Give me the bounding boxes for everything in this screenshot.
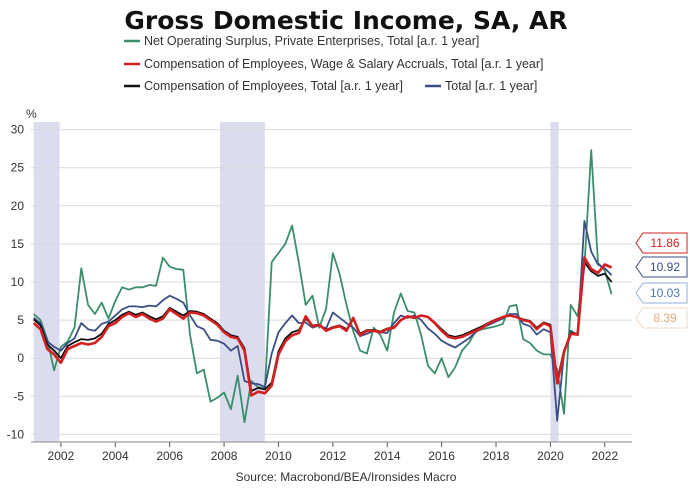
y-axis-ticks: -10 -5 0 5 10 15 20 25 30	[7, 123, 25, 442]
x-tick-label: 2016	[428, 449, 455, 463]
end-tag-box-compensation-of-employees-wage-salary-accruals-total-a-r-1-year	[635, 232, 688, 254]
end-value-tags: 11.86 10.92 10.03 8.39	[635, 232, 688, 329]
x-tick-label: 2012	[320, 449, 347, 463]
series-lines	[32, 149, 613, 424]
end-tag-value-net-operating-surplus-private-enterprises-total-a-r-1-year: 8.39	[653, 311, 677, 325]
end-tag-box-total-a-r-1-year	[635, 256, 688, 278]
x-tick-label: 2014	[374, 449, 401, 463]
y-tick-label: 25	[11, 161, 25, 175]
x-axis-ticks: 2002 2004 2006 2008 2010 2012 2014 2016 2018 2020…	[31, 441, 632, 463]
chart-title: Gross Domestic Income, SA, AR	[124, 6, 567, 35]
legend-label-compensation-of-employees-total-a-r-1-year: Compensation of Employees, Total [a.r. 1…	[144, 79, 403, 93]
x-tick-label: 2004	[102, 449, 129, 463]
gridlines	[31, 129, 632, 435]
legend-label-total-a-r-1-year: Total [a.r. 1 year]	[445, 79, 537, 93]
end-tag-box-compensation-of-employees-total-a-r-1-year	[635, 282, 688, 304]
legend-label-compensation-of-employees-wage-salary-accruals-total-a-r-1-year: Compensation of Employees, Wage & Salary…	[144, 57, 544, 71]
y-tick-label: -5	[13, 389, 24, 403]
x-tick-label: 2022	[591, 449, 618, 463]
y-tick-label: -10	[7, 427, 25, 441]
y-tick-label: 30	[11, 123, 25, 137]
series-line-compensation-of-employees-wage-salary-accruals-total-a-r-1-year	[32, 256, 613, 397]
end-tag-value-compensation-of-employees-total-a-r-1-year: 10.03	[650, 286, 680, 300]
x-tick-label: 2008	[211, 449, 238, 463]
end-tag-box-net-operating-surplus-private-enterprises-total-a-r-1-year	[635, 307, 688, 329]
y-tick-label: 5	[17, 313, 24, 327]
y-tick-label: 20	[11, 199, 25, 213]
x-tick-label: 2010	[265, 449, 292, 463]
series-line-net-operating-surplus-private-enterprises-total-a-r-1-year	[33, 149, 613, 424]
x-tick-label: 2002	[48, 449, 75, 463]
x-tick-label: 2006	[156, 449, 183, 463]
x-tick-label: 2018	[483, 449, 510, 463]
legend-label-net-operating-surplus-private-enterprises-total-a-r-1-year: Net Operating Surplus, Private Enterpris…	[144, 34, 479, 48]
end-tag-value-total-a-r-1-year: 10.92	[650, 260, 680, 274]
end-tag-value-compensation-of-employees-wage-salary-accruals-total-a-r-1-year: 11.86	[650, 236, 679, 250]
source-note: Source: Macrobond/BEA/Ironsides Macro	[236, 470, 457, 484]
legend: Net Operating Surplus, Private Enterpris…	[124, 34, 544, 93]
y-axis-label: %	[26, 107, 37, 121]
y-tick-label: 15	[11, 237, 25, 251]
y-tick-label: 0	[17, 351, 24, 365]
x-tick-label: 2020	[537, 449, 564, 463]
y-tick-label: 10	[11, 275, 25, 289]
